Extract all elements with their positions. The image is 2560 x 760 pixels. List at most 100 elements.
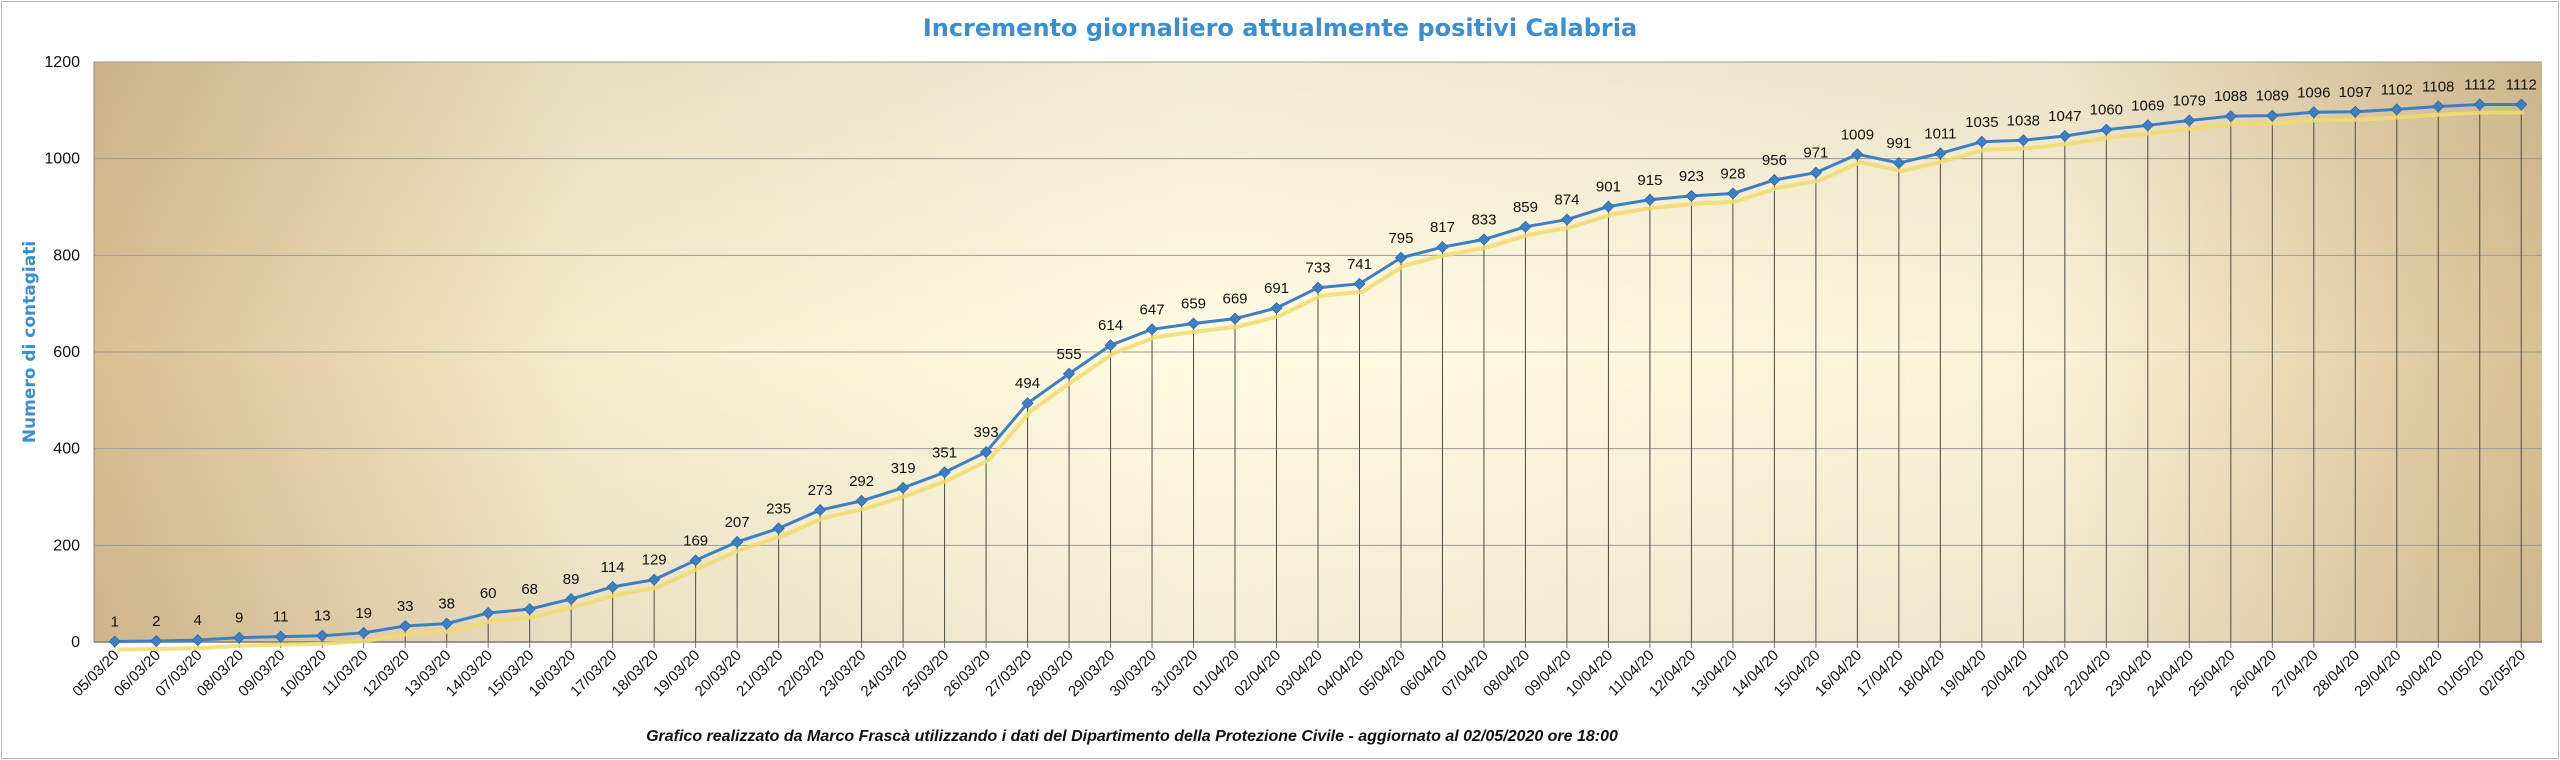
- data-label: 9: [235, 610, 243, 627]
- data-label: 2: [152, 613, 160, 630]
- y-tick-label: 400: [53, 441, 80, 458]
- data-point: [2141, 119, 2154, 132]
- y-axis-ticks: 0 200 400 600 800 1000 1200: [44, 54, 80, 651]
- data-point: [2017, 134, 2030, 147]
- data-point: [1809, 166, 1822, 179]
- data-point: [1394, 251, 1408, 264]
- data-label: 647: [1140, 301, 1165, 318]
- data-point: [1187, 317, 1200, 330]
- data-point: [316, 629, 329, 642]
- data-label: 38: [438, 596, 455, 613]
- data-point: [274, 630, 287, 643]
- data-point: [606, 580, 619, 593]
- data-label: 991: [1886, 135, 1911, 152]
- data-label: 614: [1098, 317, 1123, 334]
- data-label: 319: [891, 460, 916, 477]
- data-label: 1079: [2173, 92, 2206, 109]
- data-label: 393: [974, 424, 999, 441]
- data-label: 1009: [1841, 126, 1874, 143]
- data-label: 659: [1181, 295, 1206, 312]
- data-point: [2515, 98, 2528, 111]
- data-label: 129: [642, 552, 667, 569]
- data-point: [2058, 129, 2071, 143]
- data-label: 169: [683, 532, 708, 549]
- data-label: 114: [601, 559, 625, 576]
- data-label: 11: [273, 609, 289, 626]
- data-point: [689, 554, 702, 567]
- data-label: 4: [194, 612, 202, 629]
- data-point: [2432, 100, 2445, 113]
- series-markers: [108, 98, 2528, 648]
- data-label: 292: [849, 473, 874, 490]
- data-point: [1062, 367, 1076, 380]
- data-point: [1685, 189, 1698, 202]
- data-label: 859: [1513, 199, 1538, 216]
- data-point: [772, 522, 785, 535]
- data-point: [2100, 123, 2113, 136]
- data-point: [1270, 301, 1283, 315]
- data-label: 555: [1057, 346, 1082, 363]
- data-point: [1311, 281, 1325, 294]
- data-point: [1643, 193, 1656, 206]
- data-label: 1060: [2090, 102, 2123, 119]
- data-point: [523, 603, 536, 616]
- data-point: [855, 494, 868, 507]
- data-label: 494: [1015, 375, 1040, 392]
- data-label: 1035: [1965, 114, 1998, 131]
- data-label: 874: [1554, 192, 1579, 209]
- data-label: 13: [314, 608, 331, 625]
- data-label: 915: [1637, 172, 1662, 189]
- data-label: 1097: [2339, 84, 2372, 101]
- data-label: 691: [1264, 280, 1289, 297]
- data-label: 68: [521, 581, 538, 598]
- data-point: [565, 592, 578, 606]
- data-point: [1145, 323, 1159, 336]
- data-point: [648, 573, 661, 586]
- y-tick-label: 600: [53, 344, 80, 361]
- data-point: [357, 626, 370, 639]
- data-label: 817: [1430, 219, 1455, 236]
- data-point: [482, 606, 495, 620]
- data-point: [1477, 233, 1491, 246]
- data-point: [440, 617, 453, 630]
- data-label: 207: [725, 514, 750, 531]
- x-tick-label: 10/03/20: [277, 647, 330, 700]
- data-point: [1560, 213, 1574, 226]
- data-point: [1602, 200, 1615, 213]
- data-point: [1934, 147, 1947, 160]
- data-label: 1047: [2048, 108, 2081, 125]
- data-point: [938, 466, 951, 479]
- drop-lines: [114, 104, 2522, 642]
- y-tick-label: 800: [53, 247, 80, 264]
- series-shadow-line: [117, 110, 2525, 652]
- data-point: [2390, 103, 2403, 116]
- data-point: [814, 503, 827, 517]
- x-axis-ticks: 05/03/2006/03/2007/03/2008/03/2009/03/20…: [69, 642, 2529, 700]
- data-point: [2266, 109, 2279, 122]
- data-label: 971: [1803, 145, 1828, 162]
- data-point: [2307, 106, 2320, 119]
- data-label: 1089: [2256, 88, 2289, 105]
- data-label: 235: [766, 500, 791, 517]
- data-point: [1436, 241, 1449, 254]
- data-label: 1011: [1924, 125, 1956, 142]
- y-axis-label: Numero di contagiati: [20, 241, 40, 443]
- data-label: 833: [1471, 211, 1496, 228]
- data-point: [1228, 312, 1242, 325]
- data-point: [731, 535, 744, 549]
- data-point: [1353, 277, 1366, 290]
- data-label: 733: [1305, 260, 1330, 277]
- y-tick-label: 0: [71, 634, 80, 651]
- data-label: 1112: [2464, 77, 2495, 94]
- data-label: 19: [355, 605, 372, 622]
- data-point: [1892, 156, 1905, 170]
- y-tick-label: 200: [53, 537, 80, 554]
- data-label: 1108: [2422, 78, 2454, 95]
- data-point: [1726, 187, 1739, 200]
- data-label: 923: [1679, 168, 1704, 185]
- data-label: 1088: [2214, 88, 2247, 105]
- chart-footer: Grafico realizzato da Marco Frascà utili…: [646, 728, 1618, 745]
- data-label: 273: [808, 482, 833, 499]
